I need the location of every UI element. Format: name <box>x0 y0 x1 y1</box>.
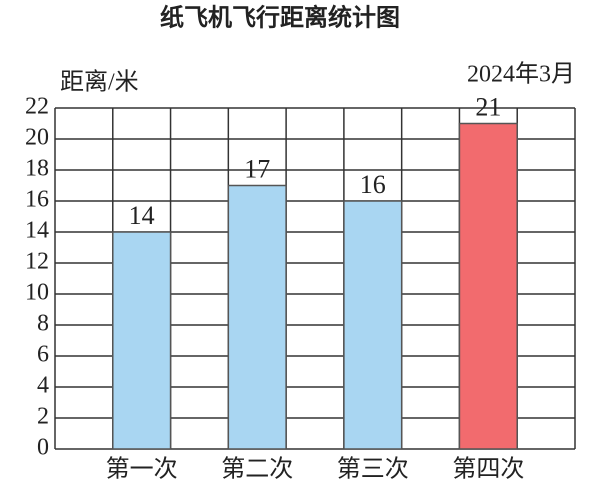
x-tick-label: 第三次 <box>337 456 409 483</box>
y-tick-label: 14 <box>25 218 49 244</box>
x-tick-label: 第四次 <box>452 456 524 483</box>
bar <box>112 231 172 450</box>
bar <box>227 184 287 450</box>
y-tick-label: 16 <box>25 187 49 213</box>
value-label: 14 <box>129 201 155 230</box>
y-axis-label: 距离/米 <box>60 69 139 96</box>
subtitle: 2024年3月 <box>467 61 575 88</box>
y-tick-label: 18 <box>25 156 49 182</box>
y-tick-label: 10 <box>25 280 49 306</box>
y-tick-label: 0 <box>37 435 49 461</box>
x-tick-label: 第一次 <box>106 456 178 483</box>
y-tick-label: 12 <box>25 249 49 275</box>
y-tick-label: 8 <box>37 311 49 337</box>
y-tick-label: 22 <box>25 94 49 120</box>
bar <box>458 122 518 450</box>
y-tick-label: 4 <box>37 373 49 399</box>
x-tick-label: 第二次 <box>221 456 293 483</box>
value-label: 21 <box>475 92 501 121</box>
y-tick-label: 2 <box>37 404 49 430</box>
bar <box>343 200 403 450</box>
value-label: 17 <box>244 154 270 183</box>
y-tick-label: 6 <box>37 342 49 368</box>
y-tick-label: 20 <box>25 125 49 151</box>
chart-title: 纸飞机飞行距离统计图 <box>160 4 400 32</box>
value-label: 16 <box>360 170 386 199</box>
